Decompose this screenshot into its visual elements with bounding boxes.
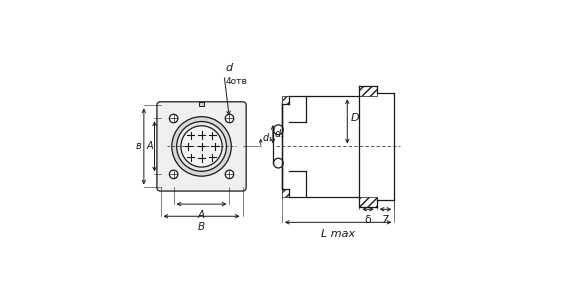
Text: δ: δ xyxy=(365,215,372,225)
Text: в: в xyxy=(135,142,141,151)
Circle shape xyxy=(169,170,178,179)
Text: А: А xyxy=(146,142,153,151)
Circle shape xyxy=(169,114,178,123)
Circle shape xyxy=(181,126,222,167)
Circle shape xyxy=(274,125,283,135)
FancyBboxPatch shape xyxy=(157,102,246,191)
Text: L max: L max xyxy=(321,229,355,239)
Text: D: D xyxy=(351,113,359,123)
Circle shape xyxy=(274,158,283,168)
Text: 4отв: 4отв xyxy=(226,77,248,86)
Text: d: d xyxy=(226,63,233,73)
Text: d₁: d₁ xyxy=(262,133,272,143)
Text: d₁: d₁ xyxy=(275,129,284,139)
Circle shape xyxy=(225,170,233,179)
Bar xyxy=(199,102,204,106)
Circle shape xyxy=(172,117,231,176)
Circle shape xyxy=(177,121,226,171)
Circle shape xyxy=(225,114,233,123)
Text: 7: 7 xyxy=(382,215,389,225)
Text: В: В xyxy=(198,222,205,232)
Text: А: А xyxy=(198,210,205,220)
